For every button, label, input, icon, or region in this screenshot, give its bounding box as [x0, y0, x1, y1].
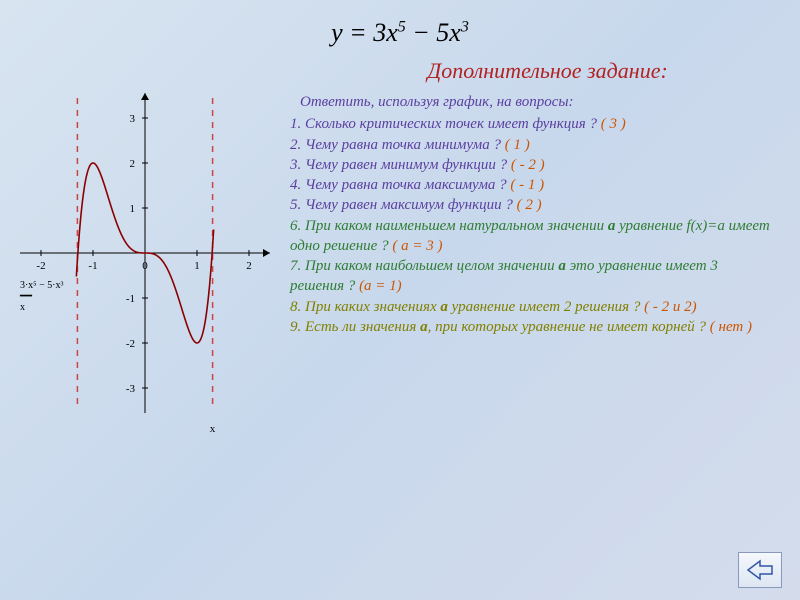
x-axis-label: x: [135, 423, 290, 435]
content-row: 3⋅x⁵ − 5⋅x³━━x -2 -1 0 1 2 -3 -2 -1 1 2 3 x Дополн…: [0, 58, 800, 435]
formula: y = 3x5 − 5x3: [0, 0, 800, 48]
svg-text:-3: -3: [126, 383, 136, 395]
function-graph: -2 -1 0 1 2 -3 -2 -1 1 2 3: [15, 88, 275, 418]
question-line: 6. При каком наименьшем натуральном знач…: [290, 216, 775, 257]
svg-text:0: 0: [142, 260, 148, 272]
intro-text: Ответить, используя график, на вопросы:: [290, 92, 775, 112]
question-line: 8. При каких значениях a уравнение имеет…: [290, 297, 775, 317]
questions-list: 1. Сколько критических точек имеет функц…: [290, 114, 775, 337]
nav-back-button[interactable]: [738, 552, 782, 588]
svg-text:1: 1: [194, 260, 200, 272]
svg-text:-2: -2: [126, 338, 135, 350]
question-line: 2. Чему равна точка минимума ? ( 1 ): [290, 135, 775, 155]
question-line: 1. Сколько критических точек имеет функц…: [290, 114, 775, 134]
question-line: 4. Чему равна точка максимума ? ( - 1 ): [290, 175, 775, 195]
y-axis-label: 3⋅x⁵ − 5⋅x³━━x: [20, 280, 63, 313]
task-heading: Дополнительное задание:: [290, 58, 775, 84]
svg-text:3: 3: [130, 113, 136, 125]
back-arrow-icon: [746, 559, 774, 581]
question-line: 9. Есть ли значения a, при которых уравн…: [290, 317, 775, 337]
svg-text:2: 2: [130, 158, 136, 170]
question-line: 5. Чему равен максимум функции ? ( 2 ): [290, 195, 775, 215]
svg-text:1: 1: [130, 203, 136, 215]
text-area: Дополнительное задание: Ответить, исполь…: [290, 58, 800, 435]
question-line: 7. При каком наибольшем целом значении a…: [290, 256, 775, 297]
svg-text:-2: -2: [36, 260, 45, 272]
svg-text:2: 2: [246, 260, 252, 272]
question-line: 3. Чему равен минимум функции ? ( - 2 ): [290, 155, 775, 175]
svg-text:-1: -1: [88, 260, 97, 272]
graph-area: 3⋅x⁵ − 5⋅x³━━x -2 -1 0 1 2 -3 -2 -1 1 2 3 x: [0, 58, 290, 435]
svg-text:-1: -1: [126, 293, 135, 305]
